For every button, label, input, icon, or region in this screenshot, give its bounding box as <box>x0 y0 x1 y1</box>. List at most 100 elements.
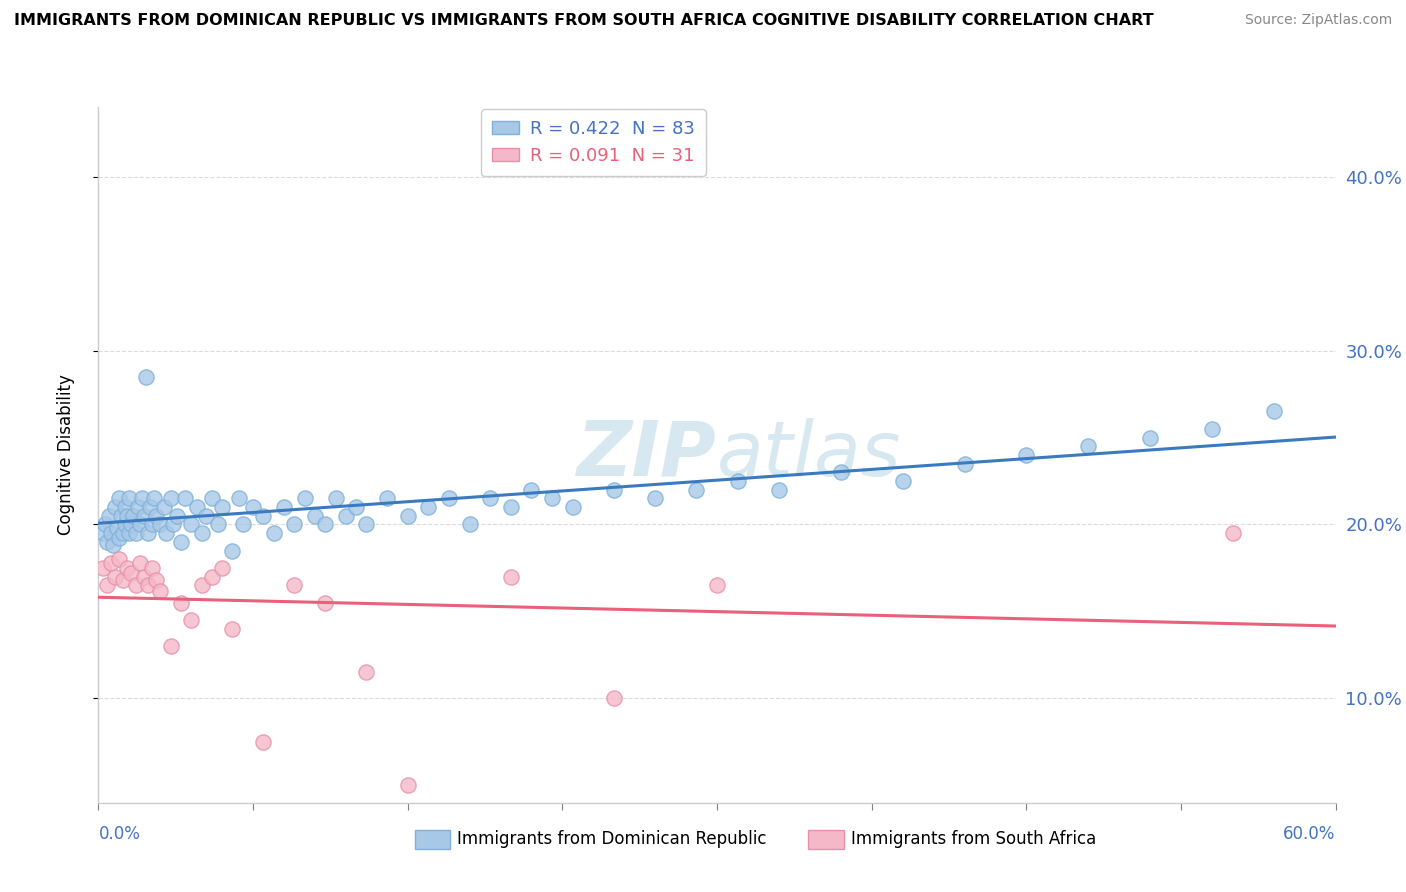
Point <box>479 491 502 506</box>
Point <box>100 556 122 570</box>
Point <box>520 483 543 497</box>
Point <box>112 573 135 587</box>
Point <box>131 491 153 506</box>
Point <box>141 517 163 532</box>
Point <box>314 517 336 532</box>
Point <box>108 552 131 566</box>
Point <box>211 500 233 514</box>
Point <box>124 526 146 541</box>
Point <box>418 500 440 514</box>
Point <box>294 491 316 506</box>
Point <box>170 596 193 610</box>
Point <box>685 483 707 497</box>
Point <box>155 526 177 541</box>
Point <box>499 570 522 584</box>
Text: 60.0%: 60.0% <box>1284 825 1336 843</box>
Point <box>118 526 141 541</box>
Point <box>120 566 142 581</box>
Point <box>159 491 181 506</box>
Point <box>252 735 274 749</box>
Point <box>174 491 197 506</box>
Text: IMMIGRANTS FROM DOMINICAN REPUBLIC VS IMMIGRANTS FROM SOUTH AFRICA COGNITIVE DIS: IMMIGRANTS FROM DOMINICAN REPUBLIC VS IM… <box>14 13 1154 29</box>
Point <box>128 517 150 532</box>
Point <box>118 491 141 506</box>
Point <box>180 613 202 627</box>
Point <box>166 508 188 523</box>
Point <box>104 570 127 584</box>
Point <box>139 500 162 514</box>
Point <box>136 526 159 541</box>
Point <box>541 491 564 506</box>
Point <box>1015 448 1038 462</box>
Point <box>242 500 264 514</box>
Point <box>201 491 224 506</box>
Point <box>110 508 132 523</box>
Point <box>136 578 159 592</box>
Point <box>194 508 217 523</box>
Point <box>93 517 115 532</box>
Point <box>149 583 172 598</box>
Point <box>211 561 233 575</box>
Point <box>499 500 522 514</box>
Point <box>344 500 367 514</box>
Point <box>114 500 136 514</box>
Point <box>128 556 150 570</box>
Point <box>108 491 131 506</box>
Point <box>314 596 336 610</box>
Point <box>768 483 790 497</box>
Point <box>190 578 212 592</box>
Point <box>1077 439 1099 453</box>
Point <box>375 491 398 506</box>
Text: Immigrants from Dominican Republic: Immigrants from Dominican Republic <box>457 830 766 848</box>
Text: Immigrants from South Africa: Immigrants from South Africa <box>851 830 1095 848</box>
Point <box>108 532 131 546</box>
Point <box>100 526 122 541</box>
Point <box>356 665 378 680</box>
Point <box>232 517 254 532</box>
Point <box>97 508 120 523</box>
Point <box>96 578 118 592</box>
Point <box>145 573 167 587</box>
Point <box>335 508 357 523</box>
Point <box>101 538 124 552</box>
Point <box>141 561 163 575</box>
Point <box>396 778 419 792</box>
Point <box>603 483 626 497</box>
Point <box>304 508 326 523</box>
Point <box>396 508 419 523</box>
Text: ZIP: ZIP <box>578 418 717 491</box>
Point <box>127 500 149 514</box>
Point <box>120 517 142 532</box>
Point <box>891 474 914 488</box>
Point <box>458 517 481 532</box>
Point <box>221 543 243 558</box>
Point <box>170 534 193 549</box>
Point <box>283 578 305 592</box>
Text: atlas: atlas <box>717 418 901 491</box>
Point <box>644 491 666 506</box>
Point <box>105 521 128 535</box>
Point <box>727 474 749 488</box>
Point <box>117 561 139 575</box>
Text: Source: ZipAtlas.com: Source: ZipAtlas.com <box>1244 13 1392 28</box>
Point <box>159 639 181 653</box>
Point <box>135 369 157 384</box>
Point <box>122 508 145 523</box>
Point <box>201 570 224 584</box>
Point <box>283 517 305 532</box>
Point <box>143 491 166 506</box>
Point <box>91 526 114 541</box>
Point <box>162 517 184 532</box>
Point <box>830 466 852 480</box>
Point <box>91 561 114 575</box>
Point <box>603 691 626 706</box>
Point <box>96 534 118 549</box>
Point <box>953 457 976 471</box>
Point <box>186 500 208 514</box>
Point <box>1139 430 1161 444</box>
Point <box>356 517 378 532</box>
Point <box>561 500 583 514</box>
Point <box>207 517 229 532</box>
Point <box>252 508 274 523</box>
Point <box>114 517 136 532</box>
